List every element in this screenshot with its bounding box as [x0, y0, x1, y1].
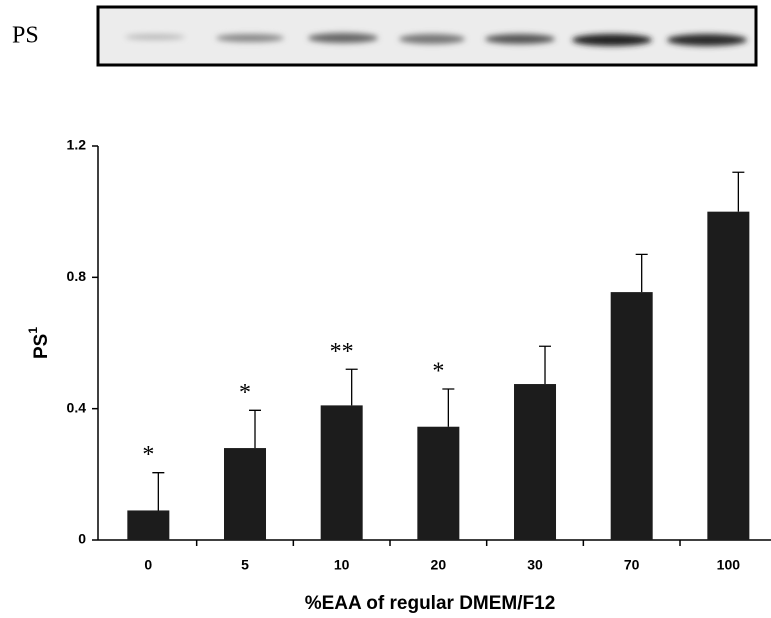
error-bar — [346, 369, 358, 405]
y-axis-title: PS1 — [26, 327, 52, 359]
error-bar — [152, 473, 164, 511]
y-tick-label: 0.4 — [67, 399, 87, 415]
bar — [417, 427, 459, 540]
bar — [224, 448, 266, 540]
x-axis-title: %EAA of regular DMEM/F12 — [305, 593, 556, 614]
error-bar — [636, 254, 648, 292]
bar — [514, 384, 556, 540]
error-bar — [442, 389, 454, 427]
significance-marker: ** — [330, 339, 354, 365]
y-tick-label: 0 — [78, 531, 86, 547]
figure: PS PS1 %EAA of regular DMEM/F12 00.40.81… — [0, 0, 771, 618]
x-tick-label: 5 — [241, 557, 249, 573]
bar — [127, 510, 169, 540]
y-axis-title-text: PS — [31, 334, 52, 359]
error-bar — [249, 410, 261, 448]
significance-marker: * — [142, 442, 154, 468]
x-tick-label: 30 — [527, 557, 543, 573]
blot-band — [216, 34, 284, 42]
x-tick-label: 0 — [144, 557, 152, 573]
y-tick-label: 1.2 — [67, 137, 87, 153]
blot-band — [572, 34, 652, 46]
x-tick-label: 70 — [624, 557, 640, 573]
x-tick-label: 20 — [431, 557, 447, 573]
blot-band — [667, 34, 747, 46]
bar — [707, 212, 749, 540]
bar — [321, 405, 363, 540]
y-tick-label: 0.8 — [67, 268, 87, 284]
bar — [611, 292, 653, 540]
significance-marker: * — [432, 358, 444, 384]
x-tick-label: 10 — [334, 557, 350, 573]
y-axis-title-superscript: 1 — [26, 327, 40, 334]
blot-band — [125, 34, 185, 40]
blot-band — [485, 34, 555, 44]
blot-label: PS — [12, 23, 39, 49]
x-tick-label: 100 — [717, 557, 741, 573]
blot-band — [399, 34, 465, 44]
significance-marker: * — [239, 380, 251, 406]
western-blot — [98, 7, 756, 65]
error-bar — [539, 346, 551, 384]
error-bar — [732, 172, 744, 211]
blot-band — [308, 33, 378, 43]
